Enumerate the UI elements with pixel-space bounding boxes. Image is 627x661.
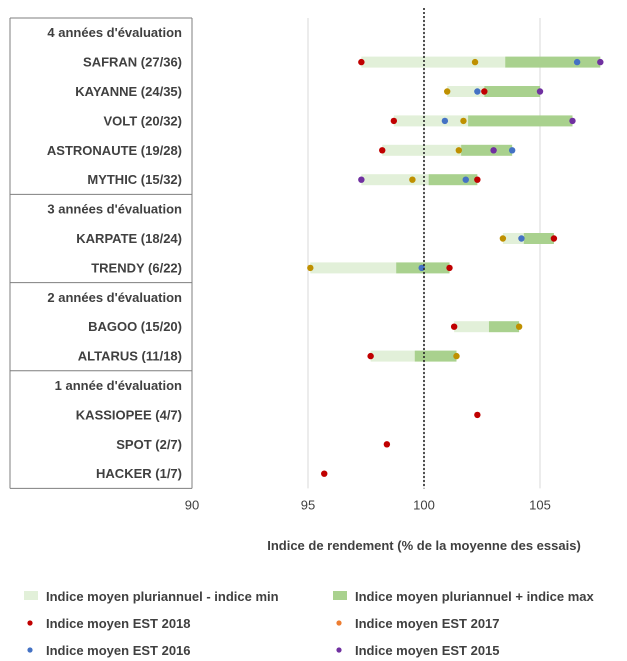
band-max-1-0: [523, 233, 554, 244]
band-min-0-3: [382, 144, 462, 156]
band-min-0-1: [447, 86, 485, 97]
legend-swatch-band_max: [333, 591, 347, 600]
x-tick-label-95: 95: [301, 497, 315, 512]
dot-est2018-2-0: [450, 323, 458, 330]
category-label-2-1: ALTARUS (11/18): [78, 349, 182, 364]
band-min-1-0: [502, 233, 524, 244]
dot-est2016-1-0: [518, 235, 525, 242]
dot-est2016-0-2: [441, 117, 449, 125]
legend-label-est2017: Indice moyen EST 2017: [355, 616, 500, 631]
dot-est2017-2-0: [515, 323, 523, 330]
dot-est2017-0-1: [444, 88, 451, 95]
band-max-0-0: [505, 56, 601, 68]
dot-est2017-0-2: [460, 117, 467, 125]
band-min-0-0: [361, 56, 506, 68]
dot-est2018-1-1: [446, 264, 453, 272]
category-label-0-0: SAFRAN (27/36): [83, 55, 182, 70]
dot-est2015-0-3: [490, 147, 497, 154]
dot-est2018-3-2: [321, 470, 328, 477]
dot-est2015-0-0: [597, 58, 604, 66]
category-label-3-0: KASSIOPEE (4/7): [76, 407, 182, 422]
band-min-2-1: [370, 350, 415, 362]
band-min-0-4: [361, 174, 429, 186]
band-max-2-1: [414, 350, 457, 362]
x-axis-title: Indice de rendement (% de la moyenne des…: [267, 538, 581, 553]
band-max-0-2: [468, 115, 573, 127]
category-label-0-2: VOLT (20/32): [103, 113, 182, 128]
legend-label-est2016: Indice moyen EST 2016: [46, 643, 191, 658]
legend-marker-est2015: [336, 647, 342, 653]
dot-est2015-0-4: [358, 176, 365, 183]
dot-est2018-0-4: [474, 176, 481, 183]
dot-est2018-0-2: [390, 117, 398, 125]
dot-est2018-0-3: [379, 147, 386, 154]
category-labels: 4 années d'évaluation SAFRAN (27/36) KAYAN…: [9, 17, 193, 489]
legend-label-est2018: Indice moyen EST 2018: [46, 616, 191, 631]
legend-label-est2015: Indice moyen EST 2015: [355, 643, 500, 658]
legend-marker-est2017: [336, 620, 342, 626]
dot-est2016-0-1: [474, 88, 481, 95]
group-label-1: 3 années d'évaluation: [47, 202, 182, 217]
dot-est2018-3-0: [474, 411, 481, 419]
legend-label-band_max: Indice moyen pluriannuel + indice max: [355, 589, 595, 604]
group-label-2: 2 années d'évaluation: [47, 290, 182, 305]
plot-area: 90 95 100 105 Indice de rendement (% de la m…: [185, 8, 604, 553]
dot-est2018-2-1: [367, 352, 374, 360]
category-label-3-1: SPOT (2/7): [116, 437, 182, 452]
category-label-0-4: MYTHIC (15/32): [87, 172, 182, 187]
dot-est2016-0-3: [508, 147, 516, 154]
legend-swatch-band_min: [24, 591, 38, 600]
category-label-0-1: KAYANNE (24/35): [75, 84, 182, 99]
band-min-0-2: [393, 115, 469, 127]
category-label-3-2: HACKER (1/7): [96, 466, 182, 481]
dot-est2017-0-4: [409, 176, 416, 183]
band-max-0-1: [484, 86, 540, 97]
x-tick-label-100: 100: [413, 497, 435, 512]
category-label-2-0: BAGOO (15/20): [88, 319, 182, 334]
x-tick-label-90: 90: [185, 497, 199, 512]
band-min-2-0: [454, 321, 489, 333]
x-tick-label-105: 105: [529, 497, 551, 512]
dot-est2018-1-0: [550, 235, 558, 242]
dot-est2016-0-0: [573, 58, 581, 66]
dot-est2017-1-1: [307, 264, 314, 272]
band-max-2-0: [488, 321, 520, 333]
legend: Indice moyen pluriannuel - indice min Ind…: [24, 589, 595, 658]
group-label-0: 4 années d'évaluation: [47, 25, 182, 40]
legend-marker-est2016: [27, 647, 33, 653]
category-label-1-1: TRENDY (6/22): [91, 260, 182, 275]
dot-est2015-0-1: [536, 88, 544, 95]
legend-label-band_min: Indice moyen pluriannuel - indice min: [46, 589, 279, 604]
dot-est2015-0-2: [569, 117, 576, 125]
band-max-0-3: [461, 144, 513, 156]
dot-est2018-0-1: [481, 88, 488, 95]
band-min-1-1: [310, 262, 397, 274]
legend-marker-est2018: [27, 620, 33, 626]
dot-est2017-0-3: [455, 147, 462, 154]
band-max-0-4: [428, 174, 478, 186]
dot-est2017-2-1: [453, 352, 460, 360]
category-label-0-3: ASTRONAUTE (19/28): [47, 143, 182, 158]
category-label-1-0: KARPATE (18/24): [76, 231, 182, 246]
group-label-3: 1 année d'évaluation: [55, 378, 182, 393]
dot-est2017-0-0: [471, 58, 479, 66]
dot-est2017-1-0: [499, 235, 507, 242]
dot-est2018-0-0: [358, 58, 365, 66]
dot-est2018-3-1: [383, 441, 391, 448]
dot-est2016-0-4: [462, 176, 469, 183]
